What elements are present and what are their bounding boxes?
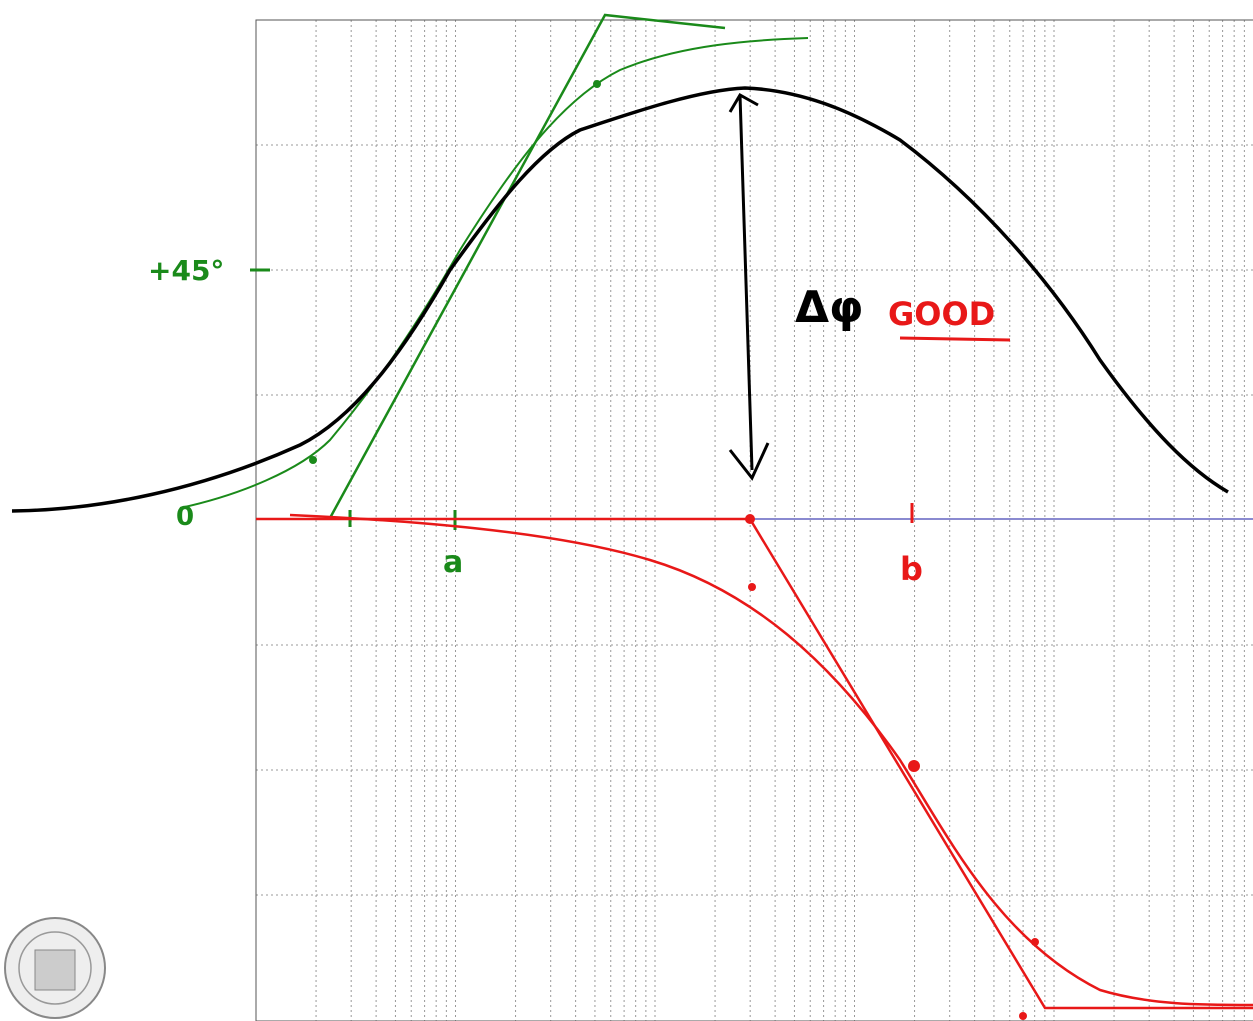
delta-arrow bbox=[728, 92, 770, 481]
green-dot bbox=[309, 456, 317, 464]
red-curve bbox=[289, 513, 1253, 1007]
label-b: b bbox=[900, 550, 923, 588]
red-dot bbox=[1019, 1012, 1027, 1020]
red-dot bbox=[908, 760, 920, 772]
seal bbox=[4, 917, 106, 1019]
label-delta-phi: Δφ bbox=[795, 282, 863, 333]
green-dot bbox=[593, 80, 601, 88]
good-underline bbox=[899, 336, 1011, 342]
red-dot bbox=[1031, 938, 1039, 946]
red-asymptote bbox=[256, 517, 1253, 1010]
label-plus45: +45° bbox=[148, 254, 224, 287]
label-good: GOOD bbox=[888, 295, 995, 333]
red-dot bbox=[748, 583, 756, 591]
plot-frame bbox=[255, 19, 1253, 1021]
red-dot bbox=[745, 514, 755, 524]
label-a: a bbox=[443, 545, 463, 580]
green-curve bbox=[179, 37, 809, 509]
label-zero: 0 bbox=[176, 502, 194, 532]
black-curve bbox=[11, 86, 1229, 513]
green-asymptote bbox=[328, 13, 726, 519]
